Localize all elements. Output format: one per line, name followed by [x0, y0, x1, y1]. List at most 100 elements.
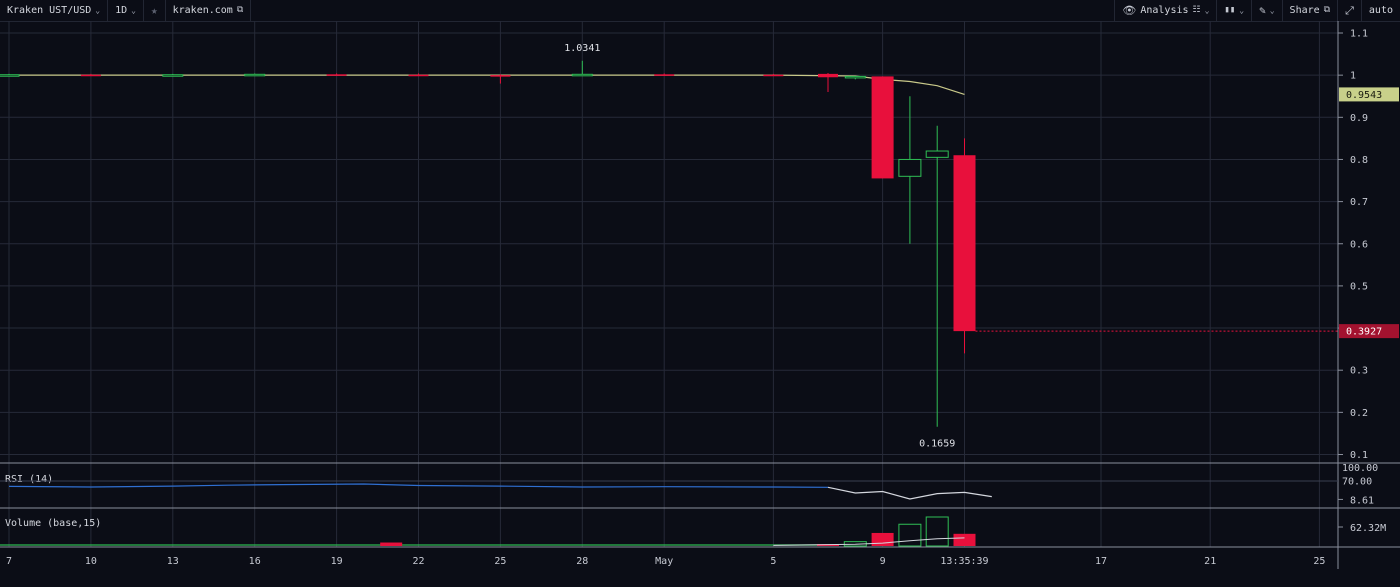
candle-body [654, 74, 675, 76]
ma-price-tag [1339, 87, 1399, 102]
chart-canvas[interactable]: RSI (14) 100.00 70.00 8.61 Volume (base,15)… [0, 21, 1400, 587]
candle-body [0, 74, 20, 77]
candle-body [871, 76, 894, 179]
high-price-label: 1.0341 [564, 43, 600, 54]
time-tick-label: 9 [880, 556, 886, 567]
candle-body [763, 74, 784, 77]
eye-icon: 👁 [1122, 4, 1137, 17]
rsi-current-label: 8.61 [1350, 495, 1374, 506]
chevron-down-icon: ⌄ [95, 6, 101, 15]
rsi-pane: RSI (14) 100.00 70.00 8.61 [0, 463, 1378, 506]
top-toolbar: Kraken UST/USD ⌄ 1D ⌄ ★ kraken.com ⧉ 👁 A… [0, 0, 1400, 22]
time-tick-label: 28 [576, 556, 588, 567]
rsi-tick-label: 100.00 [1342, 463, 1378, 474]
source-label: kraken.com [172, 5, 233, 16]
time-tick-label: 25 [1313, 556, 1325, 567]
candle-body [925, 150, 949, 158]
low-price-label: 0.1659 [919, 439, 955, 450]
chevron-down-icon: ⌄ [131, 6, 136, 15]
analysis-label: Analysis [1140, 5, 1189, 16]
favorite-button[interactable]: ★ [144, 0, 166, 21]
candle-body [80, 74, 101, 77]
time-tick-label: 7 [6, 556, 12, 567]
chevron-down-icon: ⌄ [1239, 6, 1245, 15]
scale-mode-label: auto [1368, 5, 1393, 16]
rsi-line-recent [827, 486, 992, 500]
price-tick-label: 0.2 [1350, 408, 1368, 419]
volume-average-line [773, 537, 965, 546]
ma-price-tag-label: 0.9543 [1346, 90, 1382, 101]
pencil-icon: ✎ [1259, 4, 1266, 17]
candle-body [571, 73, 593, 77]
time-tick-label: 25 [494, 556, 506, 567]
fullscreen-button[interactable]: ⤢ [1337, 0, 1361, 21]
moving-average-layer [9, 74, 965, 95]
rsi-line [8, 483, 829, 488]
time-tick-label: 16 [249, 556, 261, 567]
share-button[interactable]: Share ⧉ [1281, 0, 1338, 21]
share-label: Share [1289, 5, 1320, 16]
external-link-icon: ⧉ [1323, 5, 1331, 15]
candles-layer [0, 60, 976, 427]
volume-bar [898, 523, 922, 547]
candle-body [953, 155, 976, 332]
candles-icon: ▮▮ [1224, 5, 1236, 15]
volume-title: Volume (base,15) [5, 518, 101, 529]
volume-bar [953, 533, 976, 546]
candle-body [844, 75, 866, 79]
analysis-button[interactable]: 👁 Analysis ☷ ⌄ [1114, 0, 1216, 21]
symbol-selector[interactable]: Kraken UST/USD ⌄ [0, 0, 109, 21]
chevron-down-icon: ⌄ [1269, 6, 1275, 15]
time-tick-label: 5 [770, 556, 776, 567]
candle-body [326, 74, 347, 76]
candle-body [162, 74, 184, 77]
candle-body [408, 74, 429, 77]
price-tick-label: 0.8 [1350, 155, 1368, 166]
draw-tools-button[interactable]: ✎ ⌄ [1251, 0, 1281, 21]
price-tick-label: 1 [1350, 71, 1356, 82]
external-link-icon: ⧉ [236, 5, 244, 15]
time-tick-label: 13:35:39 [940, 556, 988, 567]
chevron-down-icon: ⌄ [1204, 6, 1210, 15]
moving-average-line [9, 74, 965, 95]
time-tick-label: 13 [167, 556, 179, 567]
time-tick-label: 21 [1204, 556, 1216, 567]
time-tick-label: 10 [85, 556, 97, 567]
volume-current-label: 62.32M [1350, 523, 1386, 534]
sliders-icon: ☷ [1192, 5, 1201, 15]
interval-selector[interactable]: 1D ⌄ [108, 0, 144, 21]
interval-label: 1D [115, 5, 128, 16]
price-tick-label: 0.1 [1350, 450, 1368, 461]
grid-lines [0, 21, 1338, 547]
rsi-title: RSI (14) [5, 474, 53, 485]
time-tick-label: May [655, 556, 673, 567]
last-price-tag [1339, 324, 1399, 339]
annotations-layer: 1.0341 0.1659 0.9543 0.3927 [564, 43, 1399, 450]
time-tick-label: 19 [331, 556, 343, 567]
last-price-tag-label: 0.3927 [1346, 327, 1382, 338]
candle-body [490, 75, 511, 77]
price-tick-label: 1.1 [1350, 29, 1368, 40]
expand-icon: ⤢ [1345, 4, 1354, 17]
rsi-tick-label: 70.00 [1342, 477, 1372, 488]
chart-type-button[interactable]: ▮▮ ⌄ [1216, 0, 1251, 21]
volume-bar [925, 516, 949, 547]
price-tick-label: 0.3 [1350, 366, 1368, 377]
source-link[interactable]: kraken.com ⧉ [166, 0, 252, 21]
volume-bar [871, 532, 894, 546]
time-tick-label: 22 [412, 556, 424, 567]
scale-mode-button[interactable]: auto [1360, 0, 1400, 21]
symbol-label: Kraken UST/USD [7, 5, 92, 16]
price-tick-label: 0.9 [1350, 113, 1368, 124]
price-tick-label: 0.6 [1350, 239, 1368, 250]
price-tick-label: 0.7 [1350, 197, 1368, 208]
volume-pane: Volume (base,15) 62.32M [0, 516, 1386, 547]
star-icon: ★ [151, 4, 158, 17]
candle-body [244, 73, 266, 77]
candle-body [898, 158, 922, 177]
candle-body [818, 73, 838, 78]
time-tick-label: 17 [1095, 556, 1107, 567]
price-tick-label: 0.5 [1350, 281, 1368, 292]
volume-bar [380, 542, 403, 546]
pane-separators [0, 21, 1400, 569]
